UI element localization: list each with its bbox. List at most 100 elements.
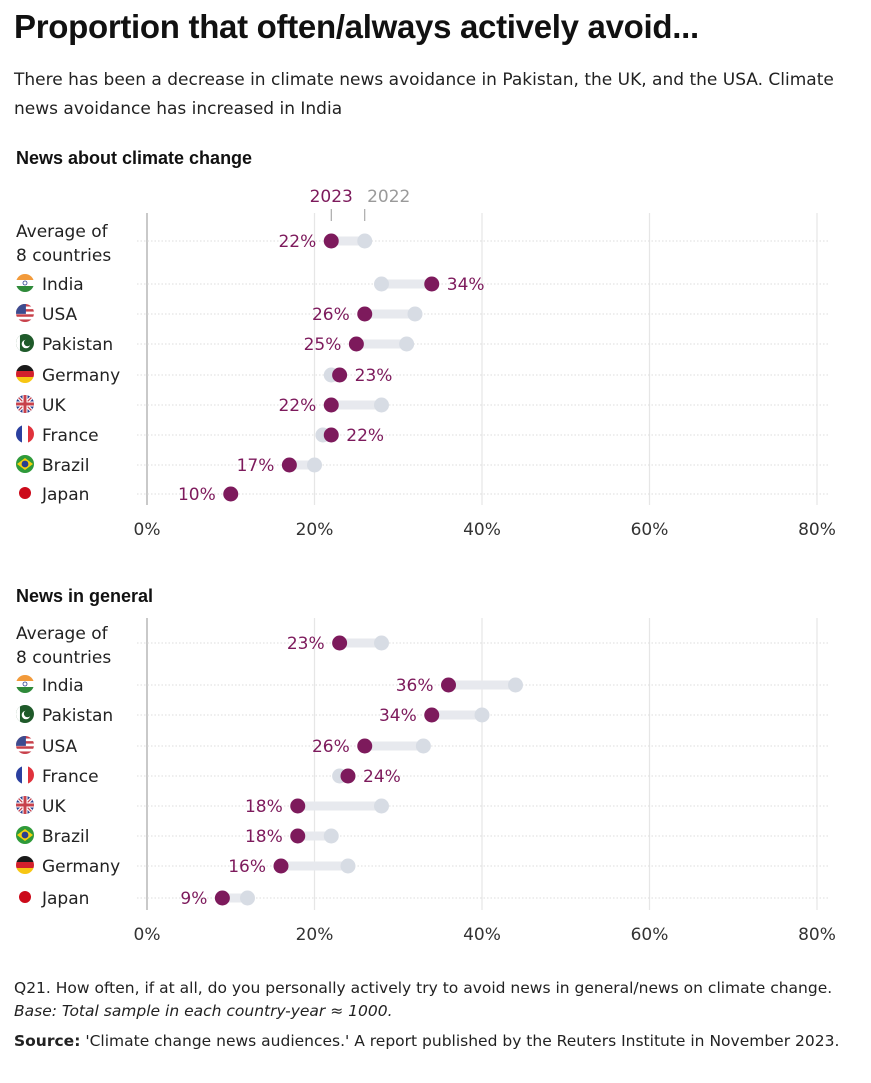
chart-row: Brazil 17% [16, 455, 828, 476]
chart-row: Average of 8 countries 23% [16, 624, 828, 668]
dot-2023 [323, 397, 339, 413]
chart-row: Germany 23% [16, 365, 828, 386]
chart-row: India 36% [16, 675, 828, 696]
france-flag-icon [16, 766, 34, 784]
x-tick-label: 40% [463, 925, 501, 945]
dot-2022 [307, 457, 322, 473]
uk-flag-icon [16, 796, 34, 814]
value-label: 26% [312, 305, 350, 325]
chart-1-title: News about climate change [16, 148, 253, 168]
row-label: 8 countries [16, 246, 111, 266]
value-label: 34% [379, 706, 417, 726]
dot-2023 [348, 336, 364, 352]
row-label: Average of [16, 624, 109, 644]
legend-2023: 2023 [310, 187, 353, 207]
dot-2022 [340, 858, 356, 874]
x-tick-label: 80% [798, 925, 836, 945]
dot-2022 [240, 890, 255, 906]
dot-2023 [357, 738, 373, 754]
uk-flag-icon [16, 395, 34, 413]
dot-2023 [441, 677, 456, 693]
row-label: France [42, 426, 99, 446]
japan-flag-icon [16, 484, 34, 502]
dot-2022 [399, 336, 415, 352]
chart-row: Japan 9% [16, 888, 828, 909]
footer: Q21. How often, if at all, do you person… [14, 977, 844, 1060]
dot-2023 [357, 306, 373, 322]
value-label: 18% [245, 827, 283, 847]
chart-row: USA 26% [16, 304, 828, 325]
page-title: Proportion that often/always actively av… [14, 8, 699, 45]
brazil-flag-icon [16, 826, 34, 844]
india-flag-icon [16, 675, 34, 693]
dot-2023 [323, 427, 339, 443]
germany-flag-icon [16, 365, 34, 383]
dot-2023 [290, 828, 306, 844]
value-label: 24% [363, 767, 401, 787]
chart-row: Germany 16% [16, 856, 828, 877]
dot-2022 [407, 306, 423, 322]
chart-2-title: News in general [16, 586, 154, 606]
dot-2022 [374, 798, 389, 814]
dot-2023 [332, 635, 348, 651]
footnote: Q21. How often, if at all, do you person… [14, 977, 844, 1023]
row-label: USA [42, 737, 78, 757]
dot-2022 [374, 635, 389, 651]
dot-2023 [424, 707, 440, 723]
page-subtitle: There has been a decrease in climate new… [14, 70, 834, 119]
value-label: 9% [180, 889, 207, 909]
dot-2023 [214, 890, 230, 906]
germany-flag-icon [16, 856, 34, 874]
dot-2022 [508, 677, 523, 693]
row-label: India [42, 676, 84, 696]
chart-row: France 24% [16, 766, 828, 787]
value-label: 23% [355, 366, 393, 386]
value-label: 34% [447, 275, 485, 295]
dot-2023 [323, 233, 339, 249]
dot-2023 [273, 858, 289, 874]
value-label: 10% [178, 485, 216, 505]
chart-row: France 22% [16, 425, 828, 446]
dot-2022 [374, 276, 389, 292]
dot-2022 [474, 707, 490, 723]
row-label: Japan [41, 485, 89, 505]
value-label: 26% [312, 737, 350, 757]
row-label: Germany [42, 857, 120, 877]
row-label: Germany [42, 366, 120, 386]
legend-2022: 2022 [367, 187, 410, 207]
dot-2023 [424, 276, 440, 292]
chart-row: Pakistan 25% [16, 334, 828, 355]
row-label: Brazil [42, 456, 89, 476]
pakistan-flag-icon [16, 334, 34, 352]
row-label: USA [42, 305, 78, 325]
base-text: Base: Total sample in each country-year … [14, 1002, 393, 1020]
source-text: 'Climate change news audiences.' A repor… [85, 1032, 840, 1050]
row-label: UK [42, 396, 66, 416]
x-tick-label: 80% [798, 520, 836, 540]
dot-2022 [415, 738, 431, 754]
row-label: Brazil [42, 827, 89, 847]
dot-2023 [281, 457, 297, 473]
usa-flag-icon [16, 736, 34, 754]
chart-general-news: 0% 20% 40% 60% 80% Average of 8 countries 23% In… [16, 618, 836, 945]
value-label: 22% [278, 396, 316, 416]
row-label: UK [42, 797, 66, 817]
x-tick-label: 60% [631, 925, 669, 945]
source-label: Source: [14, 1032, 81, 1050]
brazil-flag-icon [16, 455, 34, 473]
japan-flag-icon [16, 888, 34, 906]
dot-2022 [357, 233, 373, 249]
chart-climate-news: 0% 20% 40% 60% 80% 2023 2022 Average of 8 countr… [16, 187, 836, 540]
pakistan-flag-icon [16, 705, 34, 723]
chart-row: Average of 8 countries 22% [16, 222, 828, 266]
value-label: 23% [287, 634, 325, 654]
chart-row: India 34% [16, 274, 828, 295]
chart-row: UK 18% [16, 796, 828, 817]
row-label: France [42, 767, 99, 787]
value-label: 18% [245, 797, 283, 817]
row-label: India [42, 275, 84, 295]
india-flag-icon [16, 274, 34, 292]
dot-2022 [323, 828, 339, 844]
row-label: 8 countries [16, 648, 111, 668]
chart-row: UK 22% [16, 395, 828, 416]
